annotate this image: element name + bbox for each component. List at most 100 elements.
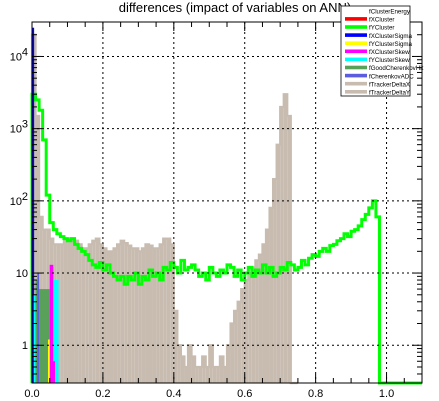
legend-label: fYCluster [369, 25, 394, 32]
f-tracker-delta-y-bin [92, 240, 96, 383]
f-cherenkov-adc-legend-swatch [345, 73, 367, 78]
f-ycluster-bin [372, 201, 376, 383]
f-ycluster-bin [96, 267, 100, 383]
f-tracker-delta-y-bin [124, 243, 128, 383]
f-ycluster-bin [163, 267, 167, 383]
f-tracker-delta-y-bin [134, 248, 139, 383]
f-xcluster-sigma-legend-swatch [345, 33, 367, 37]
f-tracker-delta-y-bin [120, 240, 125, 383]
f-ycluster-bin [202, 273, 206, 383]
f-ycluster-bin [344, 234, 348, 383]
f-tracker-delta-y-bin [117, 244, 121, 383]
f-ycluster-bin [259, 273, 263, 383]
f-ycluster-bin [273, 276, 277, 383]
f-xcluster-sigma-bar [32, 27, 35, 383]
f-ycluster-bin [255, 270, 259, 383]
x-tick-label: 0.8 [308, 388, 323, 400]
f-tracker-delta-y-bin [223, 366, 227, 383]
f-tracker-delta-y-bin [74, 240, 79, 383]
f-xcluster-skew-legend-swatch [345, 49, 367, 54]
f-tracker-delta-y-bin [141, 248, 146, 383]
y-tick-label: 1 [22, 340, 28, 352]
f-tracker-delta-y-bin [110, 251, 114, 383]
f-ycluster-bin [89, 260, 93, 383]
f-ycluster-bin [270, 267, 274, 383]
f-cherenkov-adc-bar [37, 273, 40, 383]
f-tracker-delta-y-bin [184, 366, 188, 383]
f-tracker-delta-y-bin [195, 366, 199, 383]
f-xcluster-skew-bar [49, 264, 54, 383]
series-layer [30, 27, 422, 385]
f-xcluster-skew-bar [51, 361, 56, 383]
legend-label: fYClusterSkew [369, 57, 410, 64]
legend-label: fGoodCherenkovHit [369, 65, 424, 72]
legend-label: fTrackerDeltaY [369, 90, 410, 97]
f-tracker-delta-y-bin [234, 310, 238, 383]
f-ycluster-bin [305, 265, 309, 383]
legend-label: fClusterEnergy [369, 9, 411, 16]
x-tick-label: 0.4 [166, 388, 181, 400]
f-tracker-delta-y-bin [262, 244, 266, 383]
f-ycluster-bin [142, 276, 146, 383]
f-ycluster-bin [238, 270, 242, 383]
f-ycluster-bin [110, 273, 114, 383]
f-ycluster-bin [181, 260, 185, 383]
legend-label: fTrackerDeltaX [369, 81, 410, 88]
f-cluster-energy-legend-swatch [345, 9, 367, 13]
f-tracker-delta-y-bin [149, 245, 153, 383]
x-tick-label: 0.2 [95, 388, 110, 400]
f-ycluster-bin [234, 276, 238, 383]
f-tracker-delta-y-bin [88, 244, 93, 383]
f-ycluster-bin [167, 270, 171, 383]
x-tick-labels: 0.0 0.2 0.4 0.6 0.8 1.0 [24, 388, 394, 400]
f-tracker-delta-y-bin [166, 238, 171, 383]
f-tracker-delta-y-bin [71, 238, 75, 383]
f-ycluster-bin [223, 273, 227, 383]
f-ycluster-bin [156, 273, 160, 383]
f-ycluster-bin [192, 265, 196, 383]
f-ycluster-bin [252, 276, 256, 383]
f-tracker-delta-y-bin [170, 244, 174, 383]
f-tracker-delta-y-bin [198, 366, 203, 383]
f-tracker-delta-y-bin [95, 238, 100, 383]
f-ycluster-bin [294, 270, 298, 383]
f-ycluster-bin [362, 220, 366, 383]
f-tracker-delta-y-bin [205, 366, 210, 383]
f-ycluster-outline [30, 92, 422, 385]
f-good-cherenkov-hit-legend-swatch [345, 65, 367, 70]
f-ycluster-skew-legend-swatch [345, 57, 367, 62]
f-ycluster-bin [135, 273, 139, 383]
f-ycluster-bin [216, 276, 220, 383]
f-tracker-delta-y-bin [255, 260, 259, 383]
f-ycluster-sigma-bar [47, 339, 50, 383]
legend-label: fXClusterSigma [369, 33, 413, 40]
f-tracker-delta-y-bin [191, 356, 196, 383]
f-ycluster-bin [145, 280, 149, 383]
f-tracker-delta-y-bin [131, 248, 135, 383]
legend-label: fXClusterSkew [369, 49, 410, 56]
f-tracker-delta-y-bin [273, 179, 277, 383]
f-ycluster-bin [138, 284, 142, 383]
f-tracker-delta-y-bin [241, 289, 245, 383]
y-tick-label-exponent: 2 [22, 191, 28, 203]
f-tracker-delta-y-bin [99, 244, 103, 383]
f-ycluster-bin [103, 270, 107, 383]
f-tracker-delta-y-bin [202, 356, 206, 383]
f-ycluster-bin [184, 270, 188, 383]
f-ycluster-bin [92, 265, 96, 383]
f-ycluster-bin [71, 239, 75, 383]
f-tracker-delta-y-bin [180, 356, 185, 383]
f-ycluster-bin [188, 267, 192, 383]
legend-label: fXCluster [369, 17, 394, 24]
f-tracker-delta-y-bin [276, 144, 281, 383]
f-ycluster-bin [309, 258, 313, 383]
f-ycluster-bin [149, 270, 153, 383]
f-ycluster-bin [284, 270, 288, 383]
f-ycluster-bin [206, 280, 210, 383]
f-tracker-delta-y-bin [230, 323, 235, 383]
f-ycluster-bin [280, 267, 284, 383]
f-ycluster-bin [227, 265, 231, 383]
f-ycluster-bin [85, 255, 89, 383]
f-ycluster-bin [262, 265, 266, 383]
